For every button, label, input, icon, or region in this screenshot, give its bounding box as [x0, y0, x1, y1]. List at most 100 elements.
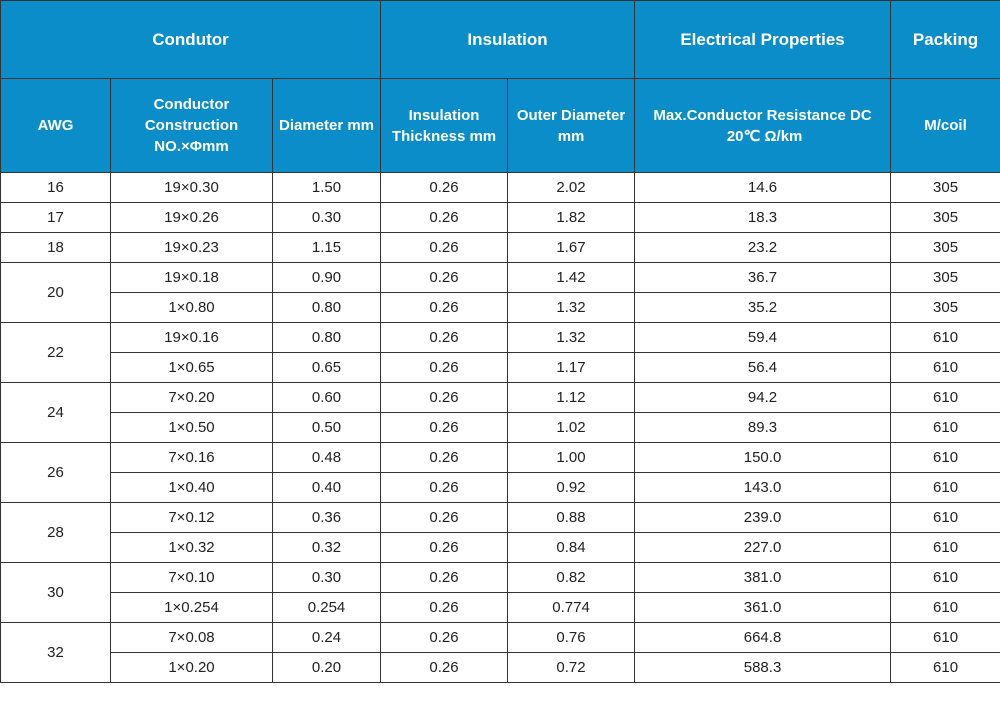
- cell-diameter: 0.30: [273, 563, 381, 593]
- cell-diameter: 0.65: [273, 353, 381, 383]
- table-row: 1×0.650.650.261.1756.4610: [1, 353, 1000, 383]
- cell-resistance: 23.2: [635, 233, 891, 263]
- header-conductor: Condutor: [1, 1, 381, 79]
- cell-packing: 610: [891, 503, 1000, 533]
- cell-outer-dia: 0.88: [508, 503, 635, 533]
- cell-outer-dia: 0.82: [508, 563, 635, 593]
- cell-outer-dia: 2.02: [508, 173, 635, 203]
- header-packing: Packing: [891, 1, 1000, 79]
- cell-diameter: 1.15: [273, 233, 381, 263]
- header-row-columns: AWG Conductor Construction NO.×Φmm Diame…: [1, 79, 1000, 173]
- cell-construction: 7×0.12: [111, 503, 273, 533]
- cell-construction: 1×0.50: [111, 413, 273, 443]
- cell-resistance: 227.0: [635, 533, 891, 563]
- cell-resistance: 36.7: [635, 263, 891, 293]
- col-diameter: Diameter mm: [273, 79, 381, 173]
- cell-awg: 30: [1, 563, 111, 623]
- cell-packing: 610: [891, 413, 1000, 443]
- col-resistance: Max.Conductor Resistance DC 20℃ Ω/km: [635, 79, 891, 173]
- cell-construction: 19×0.16: [111, 323, 273, 353]
- cell-construction: 1×0.254: [111, 593, 273, 623]
- cell-diameter: 0.254: [273, 593, 381, 623]
- table-row: 1×0.200.200.260.72588.3610: [1, 653, 1000, 683]
- cell-ins-thick: 0.26: [381, 533, 508, 563]
- table-row: 1×0.400.400.260.92143.0610: [1, 473, 1000, 503]
- wire-spec-table: Condutor Insulation Electrical Propertie…: [0, 0, 1000, 683]
- cell-ins-thick: 0.26: [381, 203, 508, 233]
- cell-diameter: 0.60: [273, 383, 381, 413]
- cell-outer-dia: 1.82: [508, 203, 635, 233]
- table-row: 2019×0.180.900.261.4236.7305: [1, 263, 1000, 293]
- cell-resistance: 59.4: [635, 323, 891, 353]
- cell-diameter: 0.24: [273, 623, 381, 653]
- cell-ins-thick: 0.26: [381, 323, 508, 353]
- cell-ins-thick: 0.26: [381, 503, 508, 533]
- cell-ins-thick: 0.26: [381, 233, 508, 263]
- cell-resistance: 35.2: [635, 293, 891, 323]
- cell-outer-dia: 0.774: [508, 593, 635, 623]
- cell-ins-thick: 0.26: [381, 263, 508, 293]
- cell-ins-thick: 0.26: [381, 653, 508, 683]
- cell-resistance: 381.0: [635, 563, 891, 593]
- col-outer-dia: Outer Diameter mm: [508, 79, 635, 173]
- table-row: 287×0.120.360.260.88239.0610: [1, 503, 1000, 533]
- cell-diameter: 0.80: [273, 323, 381, 353]
- cell-awg: 22: [1, 323, 111, 383]
- table-row: 1×0.500.500.261.0289.3610: [1, 413, 1000, 443]
- cell-diameter: 0.32: [273, 533, 381, 563]
- col-packing: M/coil: [891, 79, 1000, 173]
- header-row-groups: Condutor Insulation Electrical Propertie…: [1, 1, 1000, 79]
- cell-ins-thick: 0.26: [381, 473, 508, 503]
- col-awg: AWG: [1, 79, 111, 173]
- cell-packing: 305: [891, 203, 1000, 233]
- cell-awg: 18: [1, 233, 111, 263]
- cell-ins-thick: 0.26: [381, 173, 508, 203]
- cell-outer-dia: 1.42: [508, 263, 635, 293]
- cell-outer-dia: 0.92: [508, 473, 635, 503]
- cell-outer-dia: 0.72: [508, 653, 635, 683]
- cell-construction: 19×0.23: [111, 233, 273, 263]
- cell-resistance: 94.2: [635, 383, 891, 413]
- cell-diameter: 1.50: [273, 173, 381, 203]
- cell-ins-thick: 0.26: [381, 563, 508, 593]
- cell-construction: 1×0.65: [111, 353, 273, 383]
- cell-outer-dia: 0.76: [508, 623, 635, 653]
- table-row: 1×0.320.320.260.84227.0610: [1, 533, 1000, 563]
- table-row: 2219×0.160.800.261.3259.4610: [1, 323, 1000, 353]
- cell-construction: 1×0.80: [111, 293, 273, 323]
- cell-packing: 610: [891, 563, 1000, 593]
- cell-resistance: 18.3: [635, 203, 891, 233]
- cell-construction: 1×0.32: [111, 533, 273, 563]
- cell-packing: 305: [891, 233, 1000, 263]
- cell-construction: 19×0.26: [111, 203, 273, 233]
- cell-resistance: 150.0: [635, 443, 891, 473]
- cell-resistance: 14.6: [635, 173, 891, 203]
- cell-construction: 7×0.20: [111, 383, 273, 413]
- cell-packing: 610: [891, 623, 1000, 653]
- cell-awg: 26: [1, 443, 111, 503]
- cell-outer-dia: 1.12: [508, 383, 635, 413]
- cell-ins-thick: 0.26: [381, 623, 508, 653]
- cell-resistance: 588.3: [635, 653, 891, 683]
- cell-diameter: 0.48: [273, 443, 381, 473]
- cell-packing: 610: [891, 473, 1000, 503]
- cell-outer-dia: 1.00: [508, 443, 635, 473]
- cell-packing: 610: [891, 353, 1000, 383]
- cell-outer-dia: 1.02: [508, 413, 635, 443]
- cell-ins-thick: 0.26: [381, 443, 508, 473]
- cell-packing: 305: [891, 293, 1000, 323]
- table-row: 1819×0.231.150.261.6723.2305: [1, 233, 1000, 263]
- cell-construction: 1×0.20: [111, 653, 273, 683]
- table-row: 1619×0.301.500.262.0214.6305: [1, 173, 1000, 203]
- table-row: 1719×0.260.300.261.8218.3305: [1, 203, 1000, 233]
- col-ins-thick: Insulation Thickness mm: [381, 79, 508, 173]
- cell-outer-dia: 1.32: [508, 323, 635, 353]
- cell-construction: 7×0.10: [111, 563, 273, 593]
- cell-construction: 7×0.08: [111, 623, 273, 653]
- cell-awg: 20: [1, 263, 111, 323]
- table-row: 1×0.2540.2540.260.774361.0610: [1, 593, 1000, 623]
- cell-awg: 24: [1, 383, 111, 443]
- cell-construction: 7×0.16: [111, 443, 273, 473]
- cell-outer-dia: 0.84: [508, 533, 635, 563]
- cell-resistance: 664.8: [635, 623, 891, 653]
